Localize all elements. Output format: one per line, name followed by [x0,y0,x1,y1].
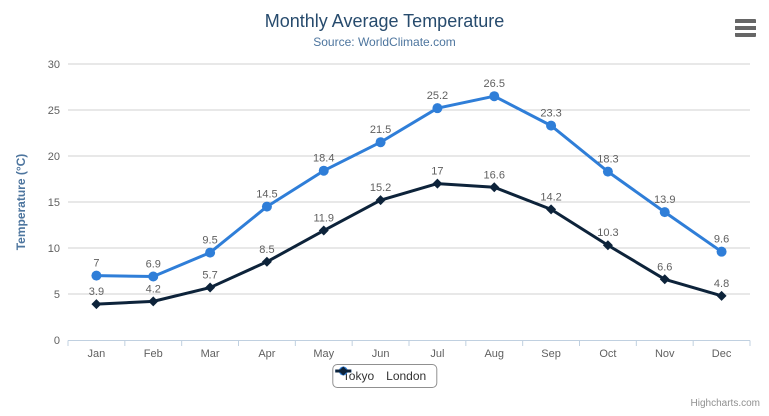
hamburger-icon [735,19,756,37]
data-point[interactable] [375,137,386,148]
x-axis [67,340,751,346]
data-label: 8.5 [259,244,274,256]
x-axis-labels: Jan Feb Mar Apr May Jun Jul Aug Sep Oct Nov Dec [88,348,732,360]
data-label: 13.9 [654,194,675,206]
data-point[interactable] [148,296,159,307]
svg-text:Apr: Apr [258,348,275,360]
data-label: 5.7 [202,270,217,282]
svg-text:0: 0 [54,335,60,347]
data-point[interactable] [375,195,386,206]
svg-text:Jun: Jun [372,348,390,360]
data-label: 21.5 [370,124,391,136]
data-point[interactable] [716,246,727,257]
data-point[interactable] [318,225,329,236]
data-point[interactable] [546,120,557,131]
data-point[interactable] [659,207,670,218]
data-point[interactable] [546,204,557,215]
gridlines [68,63,750,295]
svg-text:Jan: Jan [88,348,106,360]
svg-text:20: 20 [48,151,60,163]
data-point[interactable] [602,166,613,177]
export-menu-button[interactable] [733,17,758,39]
data-point[interactable] [205,247,216,258]
svg-text:25: 25 [48,105,60,117]
data-point[interactable] [261,201,272,212]
data-label: 3.9 [89,286,104,298]
london-line-diamond-marker-icon [334,366,351,376]
svg-text:Dec: Dec [712,348,732,360]
data-label: 4.2 [146,283,161,295]
legend-item-london[interactable]: London [334,366,427,383]
data-point[interactable] [716,290,727,301]
data-label: 26.5 [484,78,505,90]
chart-subtitle: Source: WorldClimate.com [313,35,456,49]
svg-text:Nov: Nov [655,348,675,360]
data-label: 25.2 [427,90,448,102]
data-point[interactable] [205,282,216,293]
data-label: 4.8 [714,278,729,290]
svg-text:Oct: Oct [599,348,616,360]
svg-text:10: 10 [48,243,60,255]
y-axis-labels: 0 5 10 15 20 25 30 [48,59,60,347]
data-point[interactable] [91,299,102,310]
data-point[interactable] [489,91,500,102]
svg-text:Feb: Feb [144,348,163,360]
data-label: 23.3 [540,108,561,120]
data-point[interactable] [489,182,500,193]
svg-text:Aug: Aug [484,348,504,360]
data-label: 17 [431,166,443,178]
data-label: 18.4 [313,153,334,165]
data-label: 10.3 [597,227,618,239]
data-point[interactable] [659,274,670,285]
svg-text:30: 30 [48,59,60,71]
data-label: 15.2 [370,182,391,194]
svg-text:Mar: Mar [201,348,220,360]
data-label: 6.6 [657,261,672,273]
data-point[interactable] [602,240,613,251]
svg-text:May: May [313,348,334,360]
series-tokyo: 7 6.9 9.5 14.5 18.4 21.5 25.2 26.5 23.3 18.3 13.9 9… [91,78,729,282]
data-label: 7 [93,258,99,270]
data-label: 16.6 [484,169,505,181]
data-point[interactable] [432,178,443,189]
data-label: 18.3 [597,154,618,166]
data-point[interactable] [148,271,159,282]
data-point[interactable] [318,165,329,176]
y-axis-title: Temperature (°C) [14,154,28,251]
data-label: 14.5 [256,189,277,201]
data-label: 9.6 [714,234,729,246]
svg-text:15: 15 [48,197,60,209]
data-point[interactable] [91,270,102,281]
chart-title: Monthly Average Temperature [264,11,505,31]
series-london: 3.9 4.2 5.7 8.5 11.9 15.2 17 16.6 14.2 10.3 6.6 4.8 [89,166,729,310]
data-label: 9.5 [202,235,217,247]
credits-link[interactable]: Highcharts.com [690,398,760,409]
svg-text:5: 5 [54,289,60,301]
data-label: 11.9 [313,213,334,225]
data-label: 6.9 [146,259,161,271]
legend: Tokyo London [331,364,438,388]
svg-text:Jul: Jul [430,348,444,360]
data-point[interactable] [432,103,443,114]
data-point[interactable] [261,256,272,267]
svg-text:Sep: Sep [541,348,561,360]
legend-label-london: London [386,369,427,383]
data-label: 14.2 [540,191,561,203]
